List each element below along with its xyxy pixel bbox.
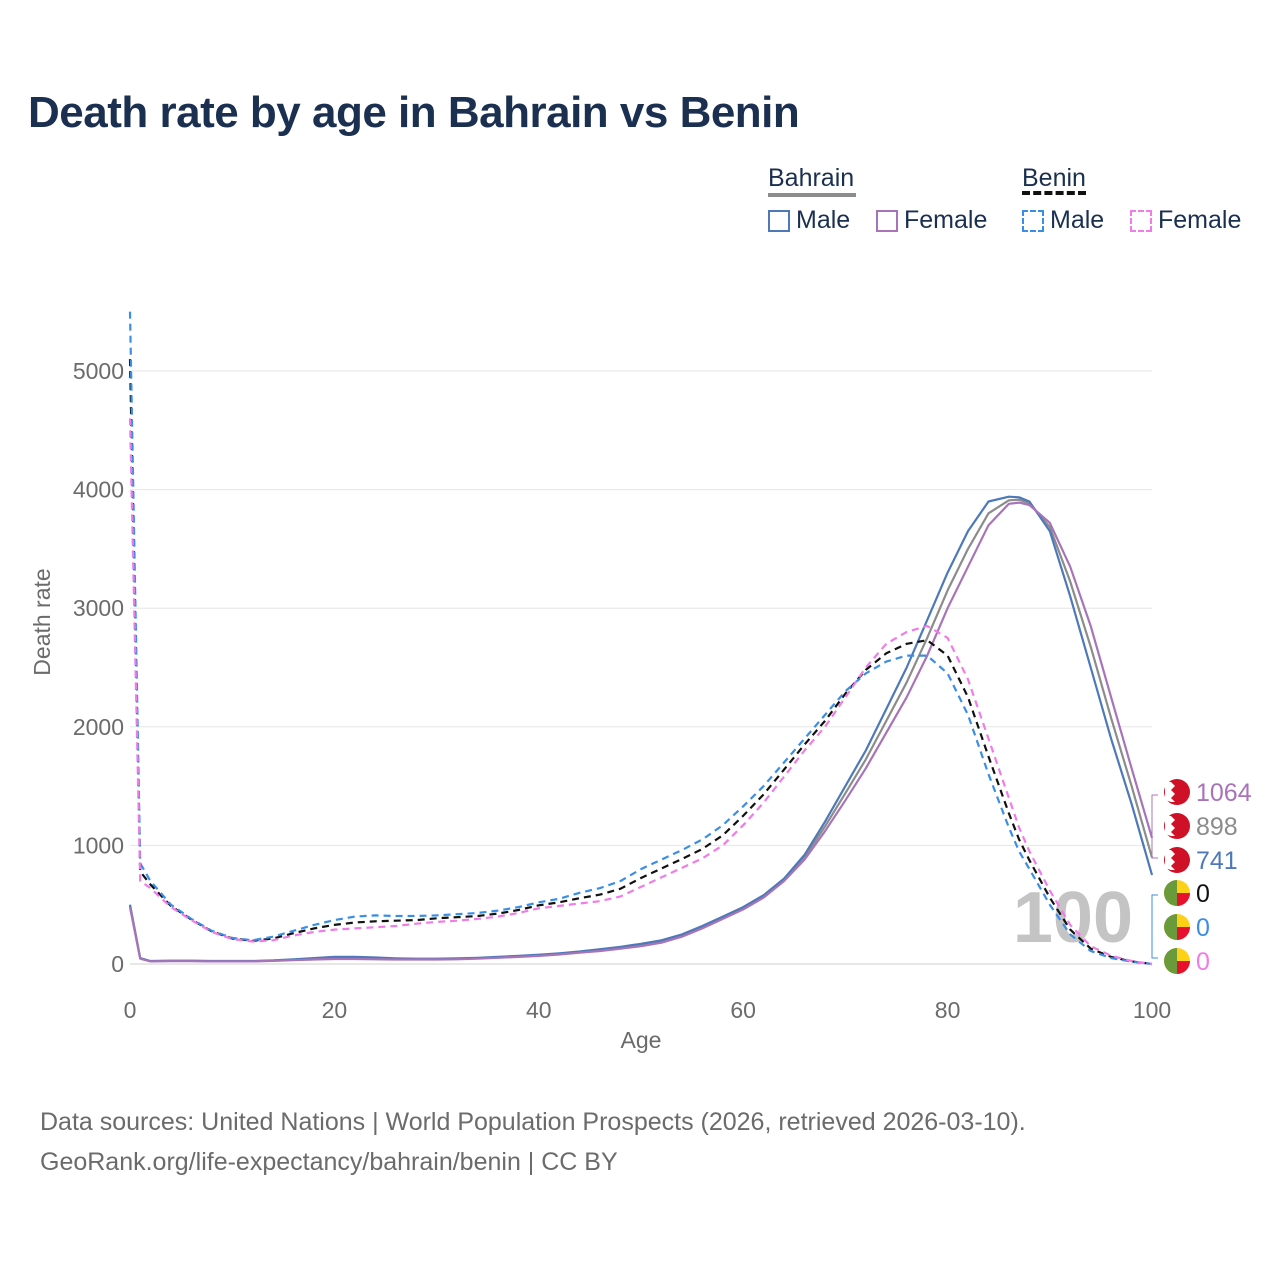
bahrain-flag-serration bbox=[1165, 816, 1175, 836]
y-tick-2000: 2000 bbox=[73, 714, 124, 740]
series-line-benin-female bbox=[128, 418, 1153, 966]
series-lines bbox=[128, 311, 1154, 966]
legend-bar-benin bbox=[1022, 191, 1086, 195]
benin-flag-green bbox=[1164, 880, 1177, 906]
x-tick-0: 0 bbox=[124, 997, 137, 1023]
legend-group-bahrain: Bahrain bbox=[768, 164, 855, 192]
series-line-bahrain-male bbox=[128, 495, 1154, 963]
end-label-4: 0 bbox=[1164, 914, 1210, 942]
x-tick-20: 20 bbox=[322, 997, 348, 1023]
series-line-benin-total bbox=[128, 359, 1153, 966]
legend-label-bahrain-male: Male bbox=[796, 206, 851, 234]
y-tick-3000: 3000 bbox=[73, 595, 124, 621]
end-label-value-1: 898 bbox=[1196, 813, 1238, 841]
chart-area: 0 1000 2000 3000 4000 5000 0 20 40 60 80 100 100 1… bbox=[29, 311, 1252, 1053]
benin-flag-green bbox=[1164, 914, 1177, 940]
legend-label-benin-female: Female bbox=[1158, 206, 1242, 234]
benin-flag-red bbox=[1177, 961, 1190, 974]
end-label-5: 0 bbox=[1164, 948, 1210, 976]
x-tick-40: 40 bbox=[526, 997, 552, 1023]
legend-item-bahrain-female[interactable]: Female bbox=[876, 206, 987, 235]
legend-item-bahrain-male[interactable]: Male bbox=[768, 206, 850, 235]
legend-bar-bahrain bbox=[768, 193, 856, 197]
legend-label-benin-male: Male bbox=[1050, 206, 1105, 234]
end-label-2: 741 bbox=[1164, 847, 1238, 875]
x-axis-ticks: 0 20 40 60 80 100 bbox=[124, 997, 1172, 1023]
bracket-bahrain bbox=[1151, 794, 1158, 859]
y-tick-4000: 4000 bbox=[73, 477, 124, 503]
x-tick-100: 100 bbox=[1133, 997, 1171, 1023]
x-axis-label: Age bbox=[621, 1027, 662, 1053]
bracket-benin bbox=[1151, 894, 1158, 959]
benin-flag-red bbox=[1177, 927, 1190, 940]
y-tick-5000: 5000 bbox=[73, 358, 124, 384]
benin-flag-red bbox=[1177, 893, 1190, 906]
end-label-value-3: 0 bbox=[1196, 880, 1210, 908]
source-line-2[interactable]: GeoRank.org/life-expectancy/bahrain/beni… bbox=[40, 1148, 618, 1176]
end-label-value-5: 0 bbox=[1196, 948, 1210, 976]
legend-item-benin-male[interactable]: Male bbox=[1022, 206, 1104, 235]
x-tick-80: 80 bbox=[935, 997, 961, 1023]
legend-swatch-bahrain-female bbox=[876, 209, 898, 232]
bahrain-flag-serration bbox=[1165, 782, 1175, 802]
y-axis-ticks: 0 1000 2000 3000 4000 5000 bbox=[73, 358, 124, 977]
legend-swatch-benin-male bbox=[1022, 209, 1044, 232]
gridlines bbox=[130, 370, 1152, 965]
end-label-0: 1064 bbox=[1164, 779, 1252, 807]
end-label-value-2: 741 bbox=[1196, 847, 1238, 875]
end-label-1: 898 bbox=[1164, 813, 1238, 841]
series-line-benin-male bbox=[128, 311, 1153, 966]
legend-item-benin-female[interactable]: Female bbox=[1130, 206, 1241, 235]
legend-swatch-bahrain-male bbox=[768, 209, 790, 232]
series-line-bahrain-total bbox=[128, 498, 1154, 963]
y-tick-0: 0 bbox=[111, 951, 124, 977]
end-labels: 1064 898 741 0 0 0 bbox=[1151, 779, 1252, 976]
bahrain-flag-serration bbox=[1165, 850, 1175, 870]
legend-group-benin: Benin bbox=[1022, 164, 1086, 192]
benin-flag-green bbox=[1164, 948, 1177, 974]
y-axis-label: Death rate bbox=[29, 568, 55, 675]
legend-swatch-benin-female bbox=[1130, 209, 1152, 232]
y-tick-1000: 1000 bbox=[73, 832, 124, 858]
end-label-value-0: 1064 bbox=[1196, 779, 1252, 807]
source-line-1: Data sources: United Nations | World Pop… bbox=[40, 1108, 1026, 1136]
end-label-3: 0 bbox=[1164, 880, 1210, 908]
legend-label-bahrain-female: Female bbox=[904, 206, 988, 234]
x-tick-60: 60 bbox=[730, 997, 756, 1023]
series-line-bahrain-female bbox=[128, 501, 1154, 963]
age-marker: 100 bbox=[1013, 878, 1133, 958]
end-label-value-4: 0 bbox=[1196, 914, 1210, 942]
chart-title: Death rate by age in Bahrain vs Benin bbox=[28, 88, 800, 137]
